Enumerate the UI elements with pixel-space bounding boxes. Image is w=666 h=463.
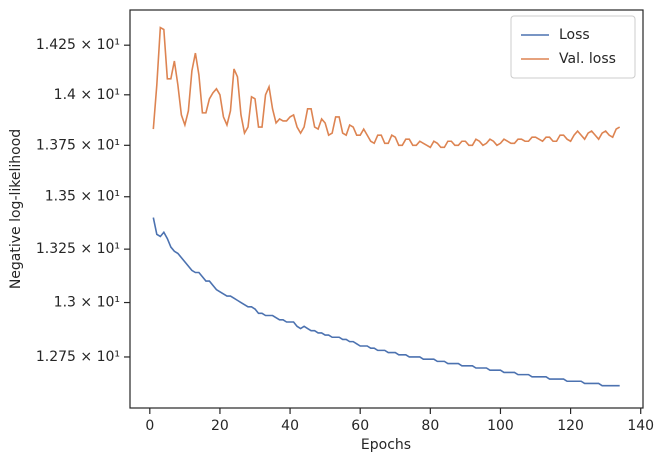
x-tick-label: 100 (487, 418, 514, 434)
y-tick-label: 1.35 × 10¹ (45, 189, 120, 205)
x-tick-label: 0 (145, 418, 154, 434)
line (152, 26, 621, 149)
x-tick-label: 20 (211, 418, 229, 434)
x-tick-label: 140 (627, 418, 654, 434)
x-tick-label: 40 (281, 418, 299, 434)
plot-frame (129, 9, 644, 409)
y-tick-label: 1.325 × 10¹ (36, 241, 120, 257)
x-tick-label: 60 (351, 418, 369, 434)
legend-label: Val. loss (559, 51, 616, 67)
legend-box (510, 15, 636, 79)
x-tick-label: 120 (557, 418, 584, 434)
y-tick-label: 1.425 × 10¹ (36, 37, 120, 53)
x-axis-label: Epochs (361, 437, 411, 453)
y-tick-label: 1.375 × 10¹ (36, 137, 120, 153)
x-tick-label: 80 (421, 418, 439, 434)
y-tick-label: 1.3 × 10¹ (54, 295, 120, 311)
y-tick-label: 1.275 × 10¹ (36, 349, 120, 365)
line (152, 217, 620, 387)
legend-label: Loss (559, 27, 590, 43)
y-tick-label: 1.4 × 10¹ (54, 87, 120, 103)
y-axis-label: Negative log-likelihood (8, 129, 24, 289)
